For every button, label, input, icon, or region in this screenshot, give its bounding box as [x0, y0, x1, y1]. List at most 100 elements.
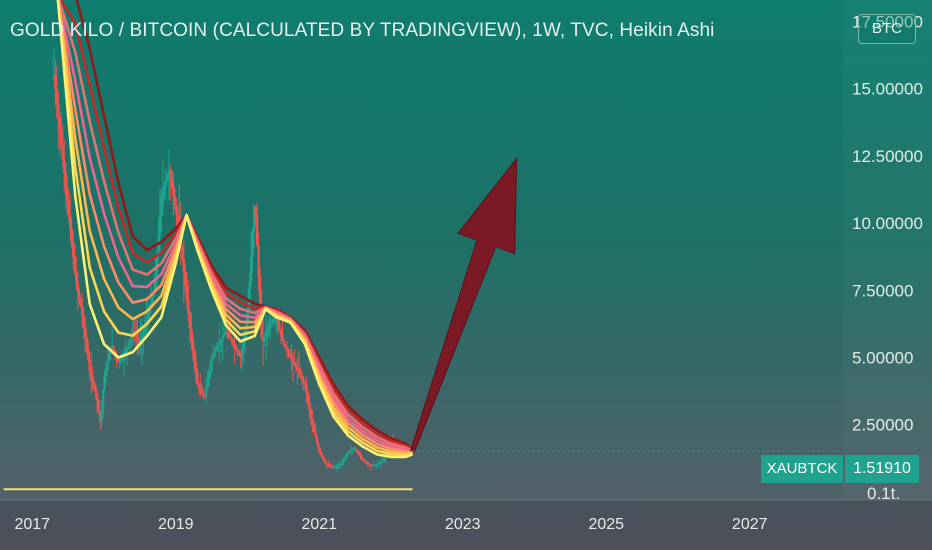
- candle-body: [128, 338, 132, 344]
- candle-body: [230, 338, 233, 342]
- candle-body: [367, 463, 371, 465]
- candle-body: [187, 299, 190, 314]
- candle-body: [69, 215, 72, 230]
- candle-body: [288, 353, 292, 357]
- candle-body: [104, 368, 108, 377]
- candle-body: [100, 409, 103, 423]
- candle-body: [264, 333, 268, 338]
- candle-body: [335, 466, 338, 468]
- candle-body: [362, 458, 365, 461]
- candle-body: [317, 442, 320, 449]
- y-tick-label: 15.00000: [852, 80, 923, 99]
- candle-body: [200, 390, 203, 393]
- candle-body: [121, 356, 124, 359]
- ma-ribbon-line: [57, 0, 414, 452]
- ma-ribbon-layer: [3, 0, 414, 491]
- y-tick-label: 7.50000: [852, 281, 913, 300]
- candle-body: [212, 353, 215, 357]
- candle-body: [326, 463, 329, 466]
- candle-body: [60, 131, 63, 146]
- candle-body: [220, 339, 223, 343]
- x-tick-label: 2025: [588, 516, 624, 533]
- candle-body: [169, 171, 172, 180]
- candle-body: [107, 354, 111, 362]
- time-axis-ticks: 2017 2019 2021 2023 2025 2027: [14, 516, 767, 533]
- candle-body: [378, 462, 381, 464]
- time-axis-pane[interactable]: [0, 500, 932, 550]
- candle-body: [146, 313, 150, 320]
- bullish-projection-arrow[interactable]: [409, 157, 518, 453]
- candle-body: [63, 159, 66, 174]
- candle-body: [344, 456, 347, 460]
- candle-body: [311, 418, 314, 426]
- candle-body: [308, 401, 311, 410]
- candle-body: [332, 467, 335, 469]
- candle-body: [203, 395, 206, 397]
- candle-body: [284, 345, 287, 349]
- candle-body: [160, 196, 163, 216]
- candle-body: [255, 214, 259, 246]
- candle-body: [223, 334, 226, 337]
- candle-body: [184, 271, 187, 286]
- x-tick-label: 2021: [301, 516, 337, 533]
- candle-body: [224, 331, 227, 335]
- candle-body: [364, 461, 368, 463]
- candle-body: [372, 465, 375, 467]
- candle-body: [83, 326, 87, 338]
- candle-body: [375, 465, 378, 467]
- candle-body: [269, 323, 272, 326]
- candle-body: [175, 204, 178, 215]
- chart-title: GOLD KILO / BITCOIN (CALCULATED BY TRADI…: [10, 20, 715, 41]
- x-tick-label: 2023: [445, 516, 481, 533]
- candle-body: [98, 411, 102, 423]
- x-tick-label: 2027: [732, 516, 768, 533]
- candle-body: [381, 460, 384, 462]
- candle-body: [379, 461, 383, 463]
- candle-body: [170, 179, 174, 188]
- candle-body: [351, 449, 354, 451]
- candle-body: [282, 340, 286, 346]
- candle-body: [67, 201, 70, 216]
- candle-body: [348, 450, 351, 452]
- candle-body: [373, 465, 377, 467]
- candle-body: [101, 390, 105, 410]
- candle-body: [70, 229, 73, 244]
- candle-body: [119, 358, 123, 362]
- candle-body: [291, 359, 295, 363]
- x-tick-label: 2019: [158, 516, 194, 533]
- candle-body: [305, 384, 308, 393]
- candle-body: [145, 319, 148, 326]
- candle-body: [194, 362, 198, 374]
- candle-body: [134, 334, 138, 337]
- candle-body: [211, 356, 214, 363]
- candle-body: [127, 343, 130, 348]
- candle-body: [382, 458, 386, 461]
- currency-button[interactable]: BTC: [858, 14, 916, 44]
- candle-body: [353, 449, 356, 451]
- candle-body: [228, 335, 232, 339]
- candle-body: [267, 325, 271, 330]
- ma-ribbon-line: [56, 0, 413, 457]
- candle-body: [217, 345, 220, 349]
- candle-body: [199, 387, 202, 391]
- candle-body: [263, 337, 266, 341]
- projection-arrow-layer: [409, 157, 518, 453]
- candle-body: [167, 171, 171, 174]
- candle-body: [112, 346, 115, 351]
- candle-body: [158, 215, 162, 236]
- candle-body: [202, 392, 205, 396]
- candle-body: [61, 145, 64, 160]
- candle-body: [276, 318, 280, 324]
- candle-body: [206, 379, 209, 388]
- candle-body: [330, 466, 334, 468]
- y-tick-label: 5.00000: [852, 349, 913, 368]
- candle-body: [376, 463, 380, 466]
- ma-ribbon-line: [59, 0, 414, 451]
- candle-body: [370, 465, 374, 467]
- candle-body: [248, 281, 251, 308]
- candle-body: [164, 179, 168, 186]
- candle-body: [266, 329, 269, 334]
- candle-body: [91, 376, 94, 383]
